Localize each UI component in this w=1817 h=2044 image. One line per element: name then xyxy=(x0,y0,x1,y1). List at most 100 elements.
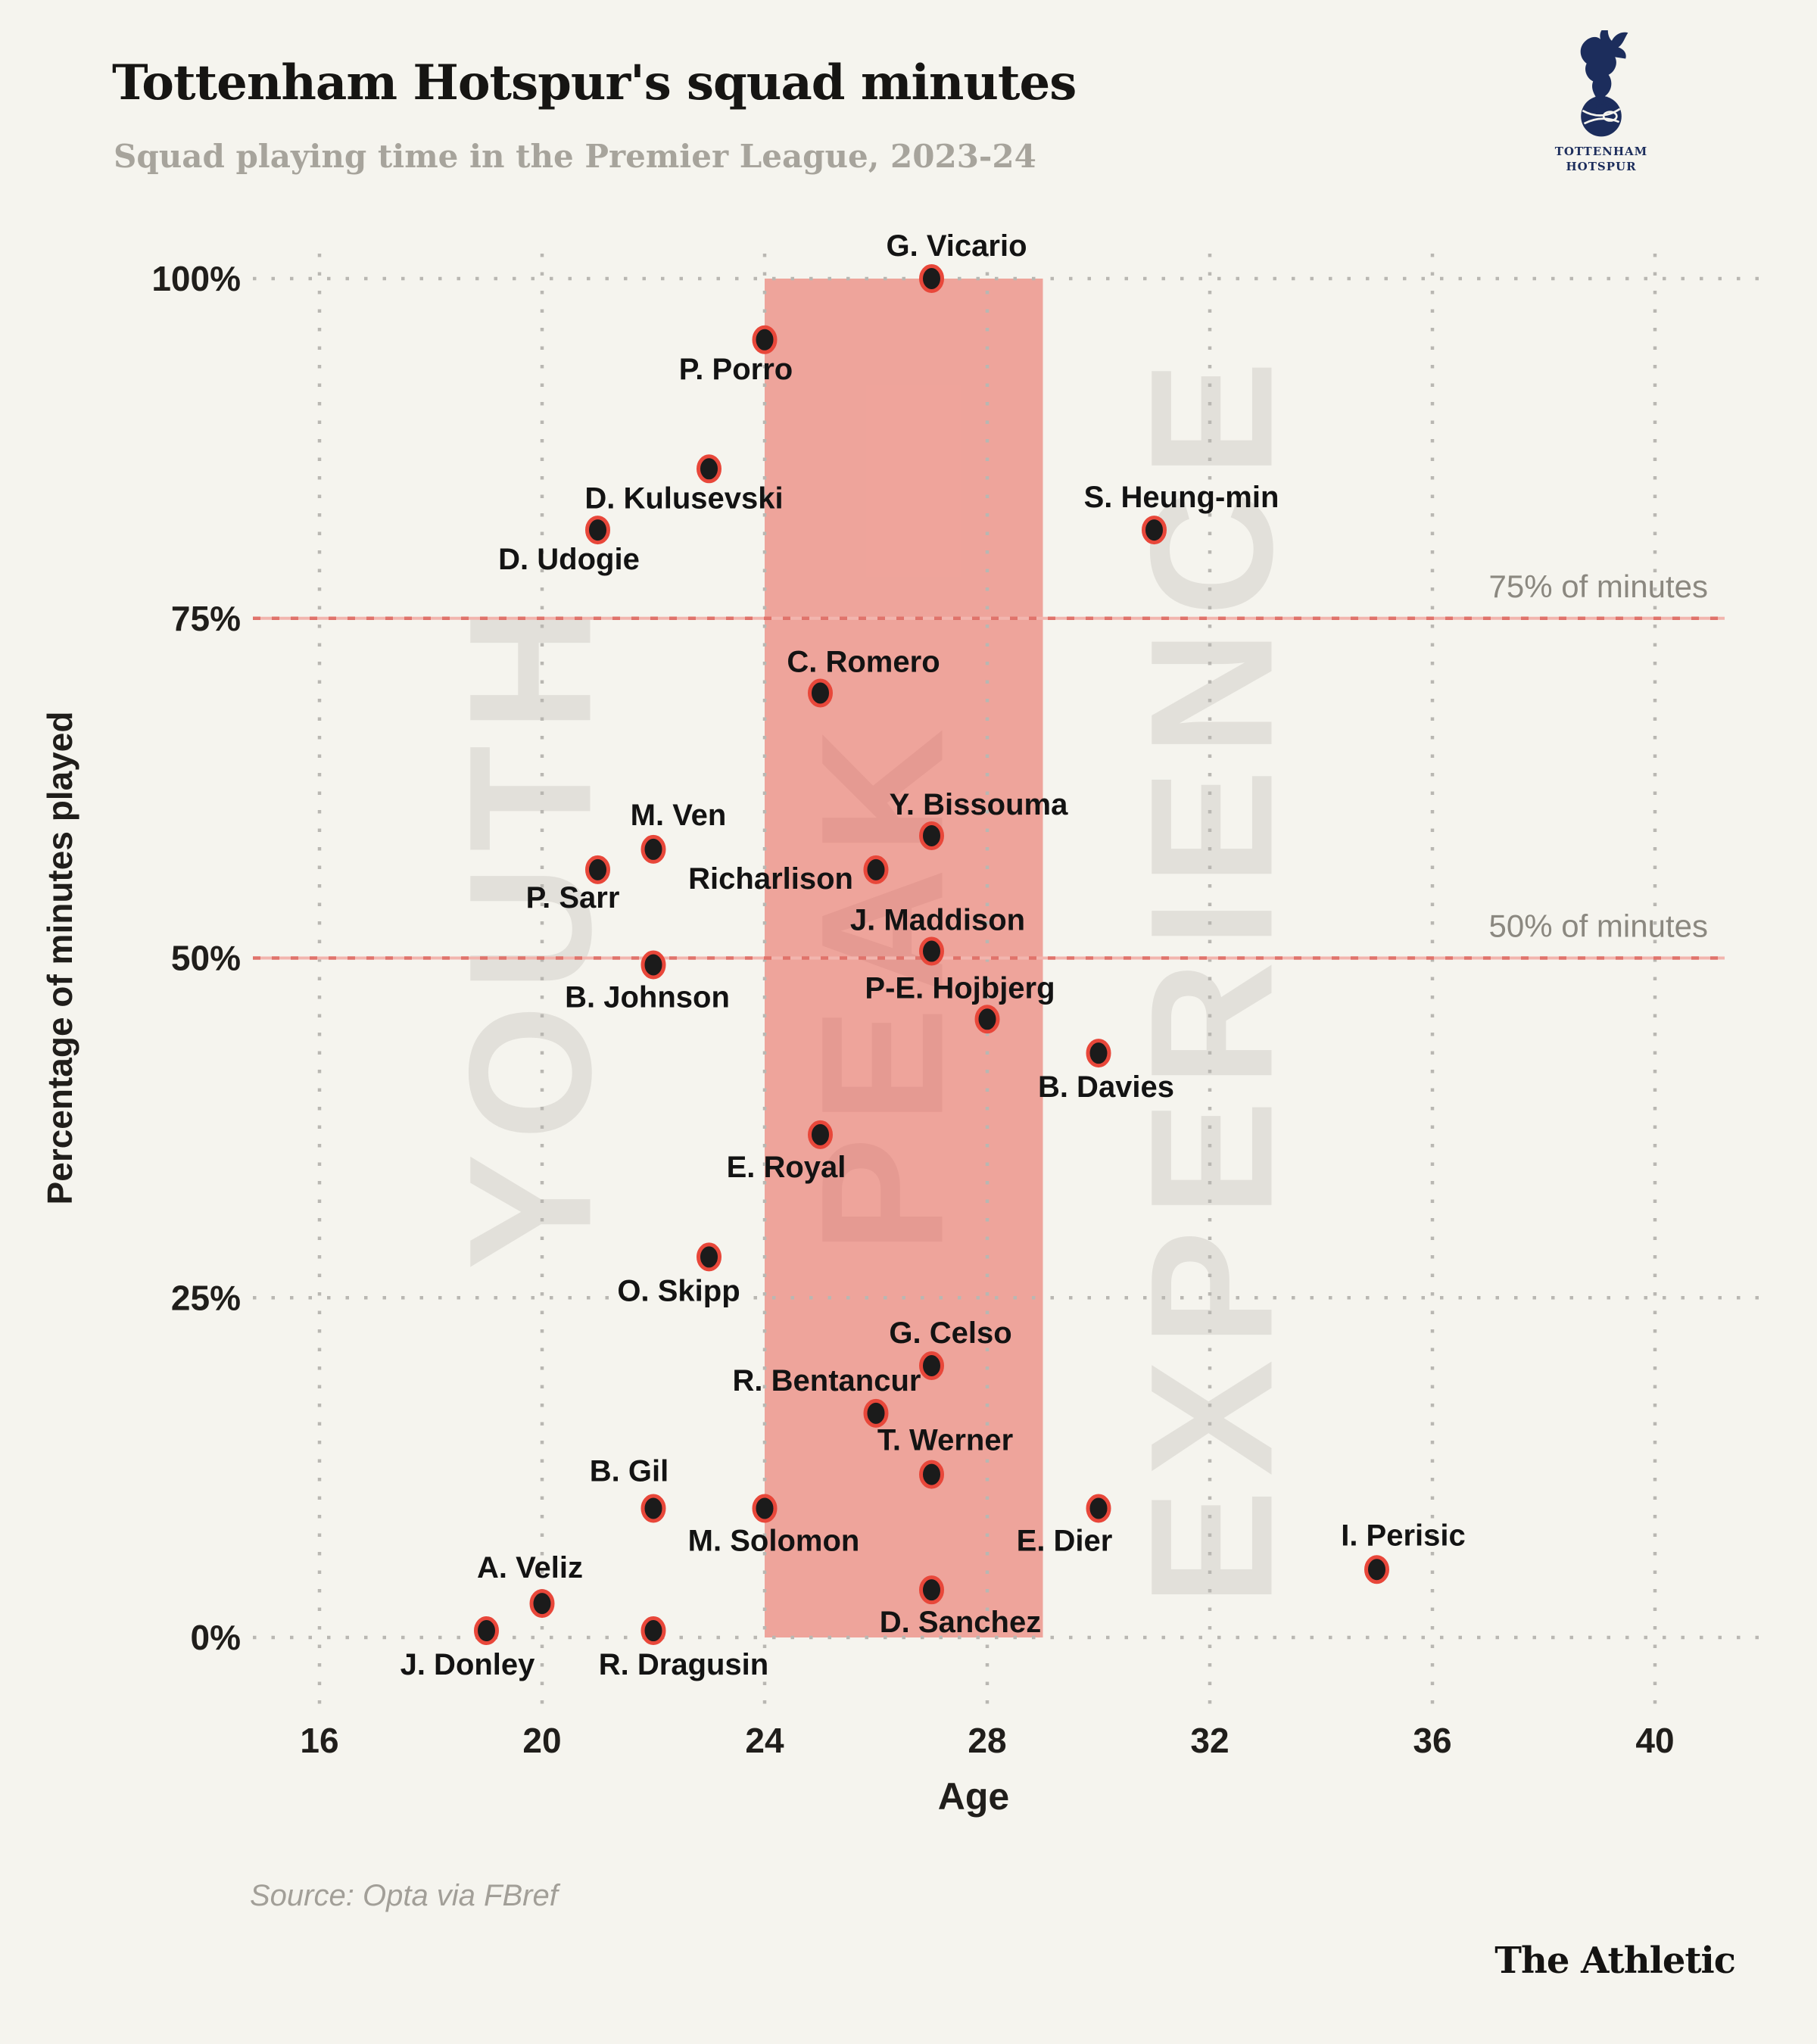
point-dot-b-johnson xyxy=(640,950,666,980)
point-dot-r-bentancur xyxy=(863,1398,889,1428)
point-dot-p-porro xyxy=(752,325,778,354)
y-axis-tick-25: 25% xyxy=(171,1278,241,1317)
point-dot-p-sarr xyxy=(585,855,610,884)
point-label-m-ven: M. Ven xyxy=(631,799,727,832)
point-label-d-kulusevski: D. Kulusevski xyxy=(584,481,783,515)
player-point-group-i-perisic: I. Perisic xyxy=(1341,1519,1466,1584)
player-point-group-t-werner: T. Werner xyxy=(877,1424,1013,1489)
watermark-experience: EXPERIENCE xyxy=(1114,347,1309,1606)
point-dot-p-e-hojbjerg xyxy=(974,1005,1000,1034)
point-label-r-dragusin: R. Dragusin xyxy=(599,1648,768,1681)
point-label-d-udogie: D. Udogie xyxy=(498,543,640,576)
player-point-group-b-gil: B. Gil xyxy=(590,1454,669,1523)
player-point-group-e-dier: E. Dier xyxy=(1017,1494,1113,1557)
x-axis-title: Age xyxy=(938,1775,1009,1818)
player-point-group-r-bentancur: R. Bentancur xyxy=(733,1364,921,1428)
point-dot-m-ven xyxy=(640,834,666,864)
point-label-s-heung-min: S. Heung-min xyxy=(1084,481,1279,514)
point-label-d-sanchez: D. Sanchez xyxy=(880,1606,1041,1639)
x-axis-tick-28: 28 xyxy=(968,1721,1006,1760)
y-axis-tick-75: 75% xyxy=(171,599,241,638)
point-dot-b-gil xyxy=(640,1494,666,1523)
point-dot-a-veliz xyxy=(529,1589,555,1619)
point-label-r-bentancur: R. Bentancur xyxy=(733,1364,921,1397)
point-label-i-perisic: I. Perisic xyxy=(1341,1519,1466,1552)
player-point-group-p-e-hojbjerg: P-E. Hojbjerg xyxy=(865,971,1055,1034)
player-point-group-c-romero: C. Romero xyxy=(787,645,940,708)
player-point-group-y-bissouma: Y. Bissouma xyxy=(890,788,1068,850)
point-label-t-werner: T. Werner xyxy=(877,1424,1013,1457)
point-label-e-dier: E. Dier xyxy=(1017,1524,1113,1557)
source-note: Source: Opta via FBref xyxy=(250,1879,558,1912)
player-point-group-d-udogie: D. Udogie xyxy=(498,516,640,576)
badge-club-name-line2: HOTSPUR xyxy=(1566,160,1637,173)
y-axis-title: Percentage of minutes played xyxy=(40,712,79,1205)
player-point-group-j-maddison: J. Maddison xyxy=(850,904,1025,966)
x-axis-tick-36: 36 xyxy=(1413,1721,1451,1760)
badge-club-name-line1: TOTTENHAM xyxy=(1554,145,1648,158)
ref-line-label-50: 50% of minutes xyxy=(1489,908,1709,944)
point-label-j-maddison: J. Maddison xyxy=(850,904,1025,937)
point-dot-c-romero xyxy=(808,678,833,708)
point-dot-y-bissouma xyxy=(919,821,944,850)
point-label-o-skipp: O. Skipp xyxy=(617,1274,740,1307)
y-axis-tick-0: 0% xyxy=(191,1618,241,1657)
player-point-group-a-veliz: A. Veliz xyxy=(477,1551,583,1619)
x-axis-tick-32: 32 xyxy=(1190,1721,1229,1760)
point-label-p-sarr: P. Sarr xyxy=(526,881,620,915)
player-point-group-o-skipp: O. Skipp xyxy=(617,1242,740,1307)
point-label-c-romero: C. Romero xyxy=(787,645,940,678)
player-point-group-d-sanchez: D. Sanchez xyxy=(880,1575,1041,1639)
point-label-e-royal: E. Royal xyxy=(727,1151,846,1184)
point-label-b-johnson: B. Johnson xyxy=(565,980,730,1014)
point-dot-d-sanchez xyxy=(919,1575,944,1605)
player-point-group-g-celso: G. Celso xyxy=(889,1316,1012,1380)
athletic-wordmark: The Athletic xyxy=(1494,1940,1736,1982)
y-axis-tick-100: 100% xyxy=(151,259,241,298)
player-point-group-b-johnson: B. Johnson xyxy=(565,950,730,1014)
player-point-group-j-donley: J. Donley xyxy=(400,1616,536,1681)
tottenham-cockerel-icon xyxy=(1580,30,1628,137)
point-dot-s-heung-min xyxy=(1142,516,1167,545)
point-dot-e-dier xyxy=(1086,1494,1111,1523)
point-label-y-bissouma: Y. Bissouma xyxy=(890,788,1068,821)
point-label-p-porro: P. Porro xyxy=(679,353,793,386)
player-point-group-p-sarr: P. Sarr xyxy=(526,855,620,915)
point-dot-j-donley xyxy=(474,1616,499,1646)
player-point-group-s-heung-min: S. Heung-min xyxy=(1084,481,1279,545)
player-point-group-m-solomon: M. Solomon xyxy=(688,1494,860,1557)
point-dot-d-udogie xyxy=(585,516,610,545)
player-point-group-g-vicario: G. Vicario xyxy=(886,229,1027,293)
point-dot-richarlison xyxy=(863,855,889,884)
x-axis-tick-24: 24 xyxy=(745,1721,784,1760)
point-dot-j-maddison xyxy=(919,936,944,966)
club-badge: TOTTENHAM HOTSPUR xyxy=(1537,30,1666,174)
page-title: Tottenham Hotspur's squad minutes xyxy=(112,55,1077,111)
player-point-group-b-davies: B. Davies xyxy=(1038,1039,1174,1104)
point-dot-m-solomon xyxy=(752,1494,778,1523)
x-axis-tick-40: 40 xyxy=(1635,1721,1674,1760)
point-dot-o-skipp xyxy=(697,1242,722,1272)
point-dot-r-dragusin xyxy=(640,1616,666,1646)
point-label-richarlison: Richarlison xyxy=(688,862,853,896)
point-label-g-vicario: G. Vicario xyxy=(886,229,1027,263)
point-label-m-solomon: M. Solomon xyxy=(688,1524,860,1557)
point-dot-d-kulusevski xyxy=(697,454,722,484)
point-label-p-e-hojbjerg: P-E. Hojbjerg xyxy=(865,971,1055,1005)
point-dot-e-royal xyxy=(808,1120,833,1149)
point-label-b-davies: B. Davies xyxy=(1038,1070,1174,1104)
x-axis-tick-16: 16 xyxy=(300,1721,338,1760)
point-label-g-celso: G. Celso xyxy=(889,1316,1011,1350)
player-point-group-p-porro: P. Porro xyxy=(679,325,793,386)
player-point-group-d-kulusevski: D. Kulusevski xyxy=(584,454,784,515)
point-dot-b-davies xyxy=(1086,1039,1111,1068)
watermark-youth: YOUTH xyxy=(433,593,628,1270)
point-label-a-veliz: A. Veliz xyxy=(477,1551,583,1584)
point-label-b-gil: B. Gil xyxy=(590,1454,669,1488)
point-label-j-donley: J. Donley xyxy=(400,1648,536,1681)
y-axis-tick-50: 50% xyxy=(171,939,241,978)
player-point-group-m-ven: M. Ven xyxy=(631,799,727,864)
player-point-group-richarlison: Richarlison xyxy=(688,855,889,896)
point-dot-g-vicario xyxy=(919,264,944,293)
